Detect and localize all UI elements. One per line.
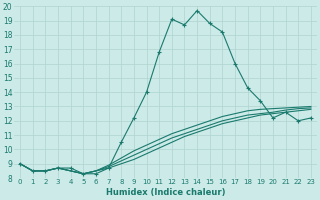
X-axis label: Humidex (Indice chaleur): Humidex (Indice chaleur) [106,188,225,197]
